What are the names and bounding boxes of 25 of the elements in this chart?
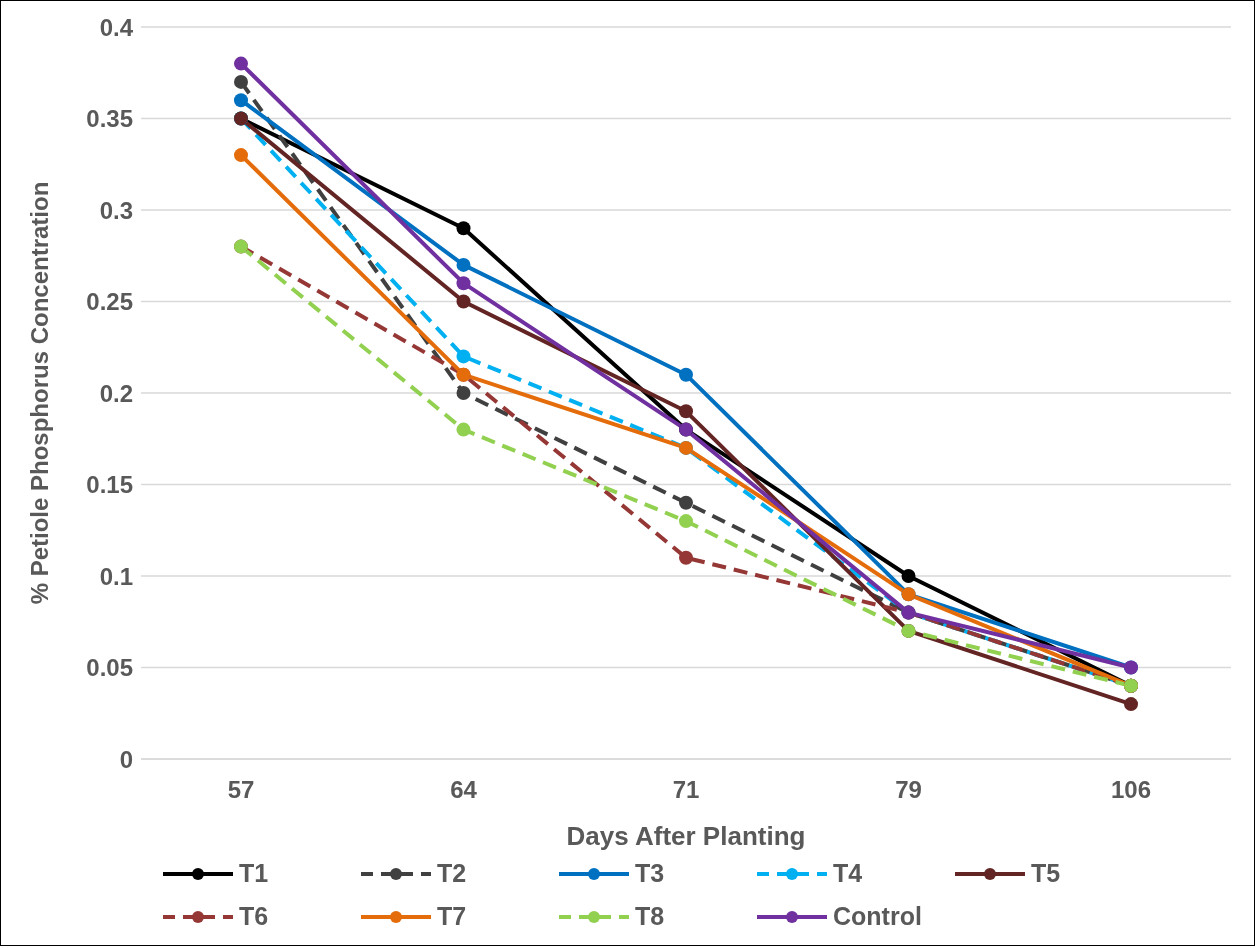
legend-label: T2 bbox=[437, 859, 467, 888]
y-tick-label: 0.3 bbox=[99, 196, 133, 224]
legend-label: T6 bbox=[239, 902, 269, 931]
x-tick-label: 64 bbox=[450, 776, 478, 804]
legend-label: Control bbox=[833, 902, 922, 931]
x-tick-label: 79 bbox=[895, 776, 922, 804]
x-tick-label: 106 bbox=[1110, 776, 1152, 804]
y-axis-title: % Petiole Phosphorus Concentration bbox=[25, 181, 53, 605]
legend-label: T4 bbox=[833, 859, 863, 888]
legend-label: T1 bbox=[239, 859, 269, 888]
legend-label: T8 bbox=[635, 902, 665, 931]
y-tick-label: 0.35 bbox=[86, 105, 133, 133]
x-tick-label: 71 bbox=[672, 776, 700, 804]
y-tick-label: 0.25 bbox=[86, 288, 133, 316]
y-tick-label: 0.4 bbox=[99, 13, 134, 41]
legend-label: T3 bbox=[635, 859, 665, 888]
y-tick-label: 0.05 bbox=[86, 654, 133, 682]
x-axis-title: Days After Planting bbox=[566, 821, 806, 851]
legend-label: T5 bbox=[1031, 859, 1061, 888]
x-tick-label: 57 bbox=[227, 776, 255, 804]
y-tick-label: 0.2 bbox=[99, 379, 133, 407]
y-tick-label: 0.15 bbox=[86, 471, 133, 499]
legend-label: T7 bbox=[437, 902, 467, 931]
y-tick-label: 0 bbox=[119, 745, 133, 773]
y-tick-label: 0.1 bbox=[99, 562, 133, 590]
